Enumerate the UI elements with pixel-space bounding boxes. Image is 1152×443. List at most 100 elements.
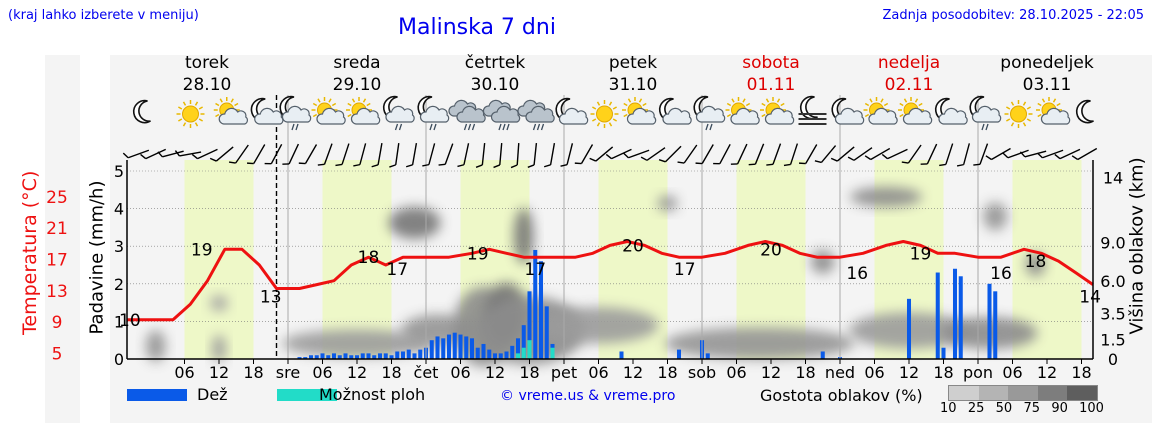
wind-barb [1071, 147, 1098, 161]
cloud-shape [971, 105, 1002, 123]
wind-feather [748, 163, 756, 166]
wind-barb [713, 143, 731, 165]
cloud-height-tick-label: 1.5 [1100, 331, 1125, 350]
wind-feather [1071, 155, 1079, 161]
wind-barb [282, 143, 300, 165]
temperature-tick-label: 21 [46, 219, 68, 239]
location-menu-hint[interactable]: (kraj lahko izberete v meniju) [8, 8, 199, 23]
cloud-shape [938, 107, 968, 125]
wind-staff [1059, 148, 1081, 160]
cloud-shape [764, 107, 795, 125]
rain-bar [412, 353, 417, 359]
x-tick-label: pon [963, 363, 993, 382]
wind-staff [836, 146, 855, 162]
cloud-density-ticks: 10 25 50 75 90 100 [940, 401, 1104, 416]
wind-barb [335, 143, 350, 167]
wind-feather [730, 163, 738, 165]
sun-ray [765, 98, 770, 103]
wind-staff [145, 148, 167, 160]
rain-legend-label: Dež [197, 385, 228, 404]
wind-feather [560, 163, 568, 167]
wind-barb [985, 147, 1011, 161]
wind-feather [973, 163, 981, 166]
rain-bar [538, 261, 544, 359]
cloud-shape [662, 107, 692, 125]
wind-staff [683, 144, 698, 164]
wind-barb [264, 143, 283, 165]
rain-bar [314, 355, 319, 359]
wind-feather [122, 152, 129, 159]
cloud-shape [868, 107, 898, 125]
wind-barb [298, 144, 318, 165]
sun-ray [1056, 102, 1061, 107]
wind-staff [907, 144, 922, 164]
wind-feather [157, 151, 163, 158]
axes: 06 12 18 sre 06 12 18 čet 06 12 18 pet 06 12 18 sob 06 12… [46, 160, 1126, 382]
x-tick-label: 12 [899, 363, 919, 382]
rain-bar [303, 357, 308, 359]
fog-weather-icon [798, 95, 827, 125]
cloud-height-tick-label: 3.5 [1100, 305, 1125, 324]
rain-bar [446, 334, 452, 359]
cloud-blob [210, 295, 228, 312]
sunc-weather-icon [760, 97, 795, 125]
rain-bar [469, 338, 475, 359]
rain-bar [619, 351, 624, 359]
x-tick-label: 06 [864, 363, 884, 382]
wind-feather [658, 158, 666, 163]
wind-staff [549, 143, 556, 165]
sun-ray [623, 113, 628, 118]
rain-bar [406, 349, 411, 359]
temperature-value-label: 14 [1079, 287, 1101, 307]
wind-feather [543, 164, 551, 168]
storm-bar [521, 347, 526, 359]
cloud-density-tick: 100 [1079, 401, 1104, 416]
wind-feather [140, 153, 147, 160]
x-tick-label: 12 [209, 363, 229, 382]
sunc-weather-icon [311, 97, 346, 125]
wind-staff [377, 143, 383, 165]
rain-bar [475, 347, 480, 359]
rain-bar [354, 355, 360, 359]
sun-ray [883, 102, 889, 107]
wind-staff [428, 143, 436, 165]
cloud-density-step [978, 386, 1009, 400]
rain-bar [308, 355, 314, 359]
wind-barb [560, 143, 574, 167]
wind-feather [695, 162, 703, 165]
rain-bar [377, 353, 383, 359]
sun-ray [864, 102, 870, 107]
cloud-density-tick: 90 [1051, 401, 1068, 416]
wind-feather [527, 164, 535, 168]
sun-ray [731, 98, 735, 103]
sun-ray [328, 98, 332, 103]
wind-staff [533, 142, 538, 166]
cloudr-weather-icon [517, 99, 555, 131]
page-title: Malinska 7 dni [398, 15, 556, 40]
wind-feather [493, 164, 501, 169]
wind-barb [353, 143, 367, 167]
moon-crescent [1075, 99, 1094, 124]
x-tick-label: 12 [623, 363, 643, 382]
sunc-weather-icon [346, 97, 381, 125]
wind-staff [853, 147, 873, 161]
sun-ray [362, 98, 367, 103]
sun-ray [182, 122, 187, 127]
wind-feather [1054, 153, 1061, 160]
wind-staff [754, 143, 765, 165]
wind-barb [174, 150, 202, 157]
wind-barb [1037, 149, 1064, 159]
precip-tick-label: 5 [114, 162, 124, 181]
rain-drop [433, 123, 437, 131]
rain-bar [349, 355, 354, 359]
credit-link[interactable]: © vreme.us & vreme.pro [500, 388, 676, 404]
temperature-line: 10 19 13 18 17 19 17 20 17 20 16 19 16 18 14 [119, 236, 1101, 330]
sun-ray [914, 98, 919, 103]
wind-barb [157, 150, 184, 158]
sun-ray [627, 98, 632, 103]
x-tick-label: 18 [933, 363, 953, 382]
wind-staff [411, 143, 418, 165]
wind-staff [805, 144, 818, 164]
